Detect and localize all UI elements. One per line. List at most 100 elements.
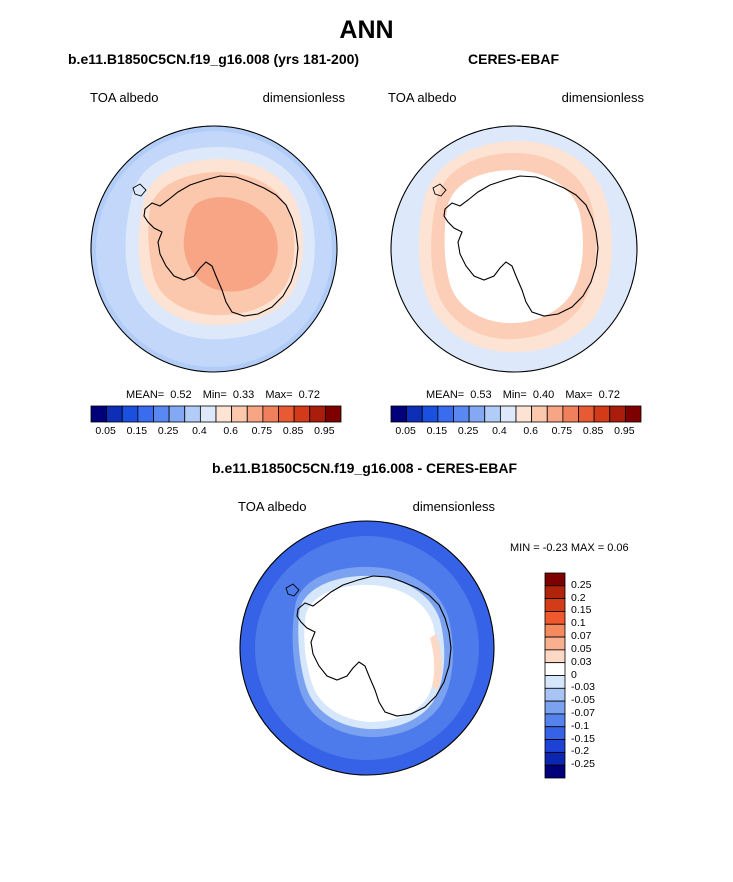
obs-mean-value: 0.53: [470, 389, 492, 401]
diff-colorbar-tick-label: -0.03: [571, 681, 595, 694]
diff-colorbar-tick-label: -0.15: [571, 732, 595, 745]
diff-panel-title: b.e11.B1850C5CN.f19_g16.008 - CERES-EBAF: [212, 460, 518, 476]
model-units-label: dimensionless: [262, 90, 345, 105]
diff-colorbar-box: [544, 611, 566, 625]
model-colorbar-box: [199, 405, 217, 423]
diff-colorbar-box: [544, 675, 566, 689]
model-colorbar-box: [262, 405, 279, 423]
obs-min-label: Min=: [502, 389, 527, 401]
diff-colorbar-tick-label: -0.25: [571, 758, 595, 771]
obs-stats: MEAN= 0.53 Min= 0.40 Max= 0.72: [426, 389, 628, 401]
diff-colorbar-box: [544, 764, 566, 779]
model-panel-title: b.e11.B1850C5CN.f19_g16.008 (yrs 181-200…: [68, 51, 360, 67]
model-colorbar-box: [231, 405, 248, 423]
model-colorbar-box: [106, 405, 123, 423]
diff-antarctica-coastline: [296, 575, 452, 717]
obs-colorbar-box: [624, 405, 642, 423]
model-colorbar-box: [246, 405, 264, 423]
model-colorbar-box: [184, 405, 201, 423]
figure-title: ANN: [339, 16, 394, 44]
obs-colorbar-tick-label: 0.6: [523, 425, 538, 437]
obs-colorbar-box: [437, 405, 454, 423]
obs-colorbar-box: [421, 405, 439, 423]
model-colorbar-tick-label: 0.25: [157, 425, 179, 437]
obs-colorbar-tick-label: 0.85: [582, 425, 604, 437]
obs-antarctica-coastline: [443, 175, 599, 317]
obs-panel-title: CERES-EBAF: [468, 51, 560, 67]
model-stats: MEAN= 0.52 Min= 0.33 Max= 0.72: [126, 389, 328, 401]
diff-colorbar-box: [544, 623, 566, 638]
model-map-border: [90, 125, 338, 373]
model-colorbar-tick-label: 0.75: [251, 425, 273, 437]
obs-units-label: dimensionless: [561, 90, 644, 105]
obs-polar-map: [390, 125, 638, 373]
diff-colorbar-box: [544, 598, 566, 612]
diff-colorbar-box: [544, 700, 566, 715]
diff-minmax: MIN = -0.23 MAX = 0.06: [510, 542, 629, 554]
diff-colorbar-box: [544, 713, 566, 728]
diff-colorbar-tick-label: 0.2: [571, 591, 586, 604]
obs-colorbar-box: [609, 405, 626, 423]
obs-colorbar-tick-label: 0.25: [457, 425, 479, 437]
diff-min-label: MIN =: [510, 542, 540, 554]
diff-colorbar-box: [544, 649, 566, 664]
obs-max-value: 0.72: [598, 389, 620, 401]
diff-colorbar-box: [544, 585, 566, 600]
model-max-label: Max=: [265, 389, 293, 401]
diff-max-label: MAX =: [570, 542, 605, 554]
diff-colorbar-tick-label: 0.15: [571, 604, 592, 617]
obs-min-value: 0.40: [532, 389, 555, 401]
diff-colorbar-box: [544, 751, 566, 766]
model-colorbar-tick-label: 0.05: [95, 425, 116, 437]
obs-colorbar-box: [515, 405, 533, 423]
diff-colorbar-tick-label: 0.03: [571, 655, 592, 668]
model-colorbar-tick-label: 0.4: [192, 425, 207, 437]
model-min-value: 0.33: [232, 389, 255, 401]
diff-units-label: dimensionless: [412, 499, 495, 514]
diff-colorbar-tick-label: -0.07: [571, 706, 595, 719]
obs-colorbar-box: [562, 405, 579, 423]
model-colorbar-tick-label: 0.95: [314, 425, 335, 437]
obs-colorbar: [390, 405, 642, 423]
model-colorbar-box: [215, 405, 233, 423]
model-colorbar-box: [293, 405, 311, 423]
diff-colorbar-tick-label: 0.05: [571, 642, 592, 655]
diff-min-value: -0.23: [542, 542, 568, 554]
model-colorbar-box: [137, 405, 154, 423]
obs-colorbar-box: [406, 405, 423, 423]
diff-colorbar-box: [544, 662, 566, 676]
diff-colorbar-box: [544, 739, 566, 753]
model-polar-map: [90, 125, 338, 373]
diff-colorbar-box: [544, 572, 566, 587]
diff-colorbar-tick-label: -0.05: [571, 694, 595, 707]
obs-variable-label: TOA albedo: [388, 90, 457, 105]
diff-polar-map: [239, 520, 495, 776]
obs-colorbar-tick-label: 0.75: [551, 425, 573, 437]
obs-colorbar-tick-label: 0.05: [395, 425, 416, 437]
obs-colorbar-box: [546, 405, 564, 423]
model-variable-label: TOA albedo: [90, 90, 159, 105]
model-colorbar-box: [324, 405, 342, 423]
obs-colorbar-tick-label: 0.15: [426, 425, 448, 437]
diff-map-border: [239, 520, 495, 776]
obs-colorbar-tick-label: 0.4: [492, 425, 507, 437]
obs-colorbar-box: [499, 405, 517, 423]
diff-max-value: 0.06: [607, 542, 629, 554]
model-colorbar-box: [278, 405, 295, 423]
diff-variable-label: TOA albedo: [238, 499, 307, 514]
model-colorbar-tick-label: 0.15: [126, 425, 148, 437]
obs-mean-label: MEAN=: [426, 389, 465, 401]
model-colorbar-tick-label: 0.6: [223, 425, 238, 437]
obs-colorbar-tick-label: 0.95: [614, 425, 635, 437]
model-colorbar-box: [153, 405, 170, 423]
diff-colorbar-tick-label: 0.25: [571, 578, 592, 591]
model-colorbar-tick-label: 0.85: [282, 425, 304, 437]
obs-colorbar-box: [578, 405, 595, 423]
diff-colorbar: [544, 572, 566, 779]
diff-colorbar-tick-label: -0.2: [571, 745, 590, 758]
obs-colorbar-box: [531, 405, 548, 423]
diff-colorbar-tick-label: 0: [571, 668, 577, 681]
diff-colorbar-tick-label: 0.1: [571, 617, 586, 630]
model-max-value: 0.72: [298, 389, 320, 401]
